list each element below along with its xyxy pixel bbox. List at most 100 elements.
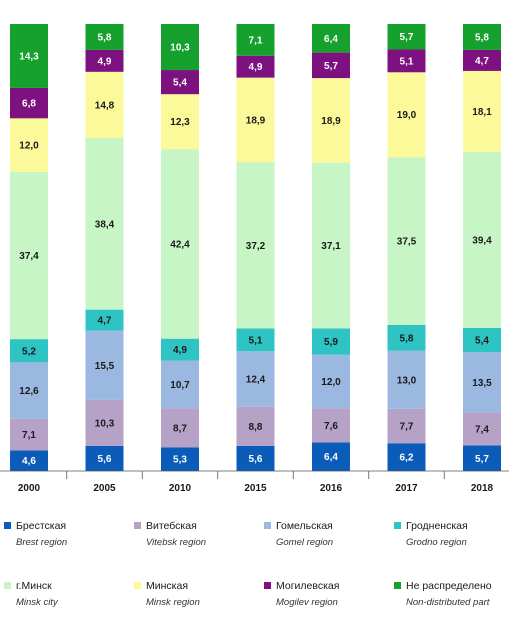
bar-segment: [161, 360, 199, 409]
legend-swatch: [394, 522, 401, 529]
data-label: 42,4: [170, 239, 190, 250]
bar-segment: [161, 70, 199, 95]
data-label: 4,7: [98, 316, 112, 327]
bar-segment: [312, 24, 350, 53]
bar-segment: [387, 49, 426, 73]
bar-segment: [312, 78, 350, 163]
data-label: 5,8: [475, 32, 489, 43]
legend-label-en: Non-distributed part: [406, 597, 490, 608]
bar-segment: [463, 24, 501, 50]
legend-label: Гродненская: [406, 520, 468, 532]
bar-segment: [463, 151, 501, 328]
bar-segment: [10, 171, 48, 340]
bar-segment: [387, 157, 426, 325]
bar-segment: [236, 77, 275, 163]
data-label: 37,1: [321, 241, 341, 252]
data-label: 5,4: [475, 336, 489, 347]
data-label: 5,7: [475, 454, 489, 465]
legend-swatch: [134, 522, 141, 529]
bar-segment: [463, 412, 501, 446]
bar-segment: [387, 324, 426, 351]
bar-segment: [312, 328, 350, 355]
data-label: 12,0: [19, 141, 39, 152]
legend-label-en: Minsk region: [146, 597, 200, 608]
bar-segment: [236, 406, 275, 446]
data-label: 13,5: [472, 378, 492, 389]
legend-label-en: Grodno region: [406, 537, 467, 548]
data-label: 14,3: [19, 51, 39, 62]
bar-segment: [85, 445, 124, 471]
data-label: 10,7: [170, 380, 190, 391]
bar-segment: [85, 137, 124, 310]
legend-label: Витебская: [146, 520, 197, 532]
data-label: 7,7: [400, 422, 414, 433]
data-label: 15,5: [95, 361, 115, 372]
data-label: 39,4: [472, 235, 492, 246]
legend-label-en: Mogilev region: [276, 597, 338, 608]
bar-segment: [463, 445, 501, 471]
data-label: 6,8: [22, 99, 36, 110]
legend: Брестская Brest region Витебская Vitebsk re…: [4, 520, 492, 608]
x-axis: 2000 2005 2010 2015 2016 2017 2018: [0, 470, 509, 494]
data-label: 7,6: [324, 421, 338, 432]
x-tick-label: 2018: [471, 483, 494, 494]
data-label: 6,4: [324, 34, 338, 45]
bar-segment: [312, 52, 350, 79]
bar-segment: [10, 362, 48, 419]
bar-segment: [387, 443, 426, 471]
data-label: 7,1: [22, 430, 36, 441]
x-tick-label: 2017: [395, 483, 418, 494]
data-label: 13,0: [397, 375, 417, 386]
bar-segment: [161, 408, 199, 448]
data-label: 5,6: [249, 454, 263, 465]
data-label: 7,1: [249, 35, 263, 46]
bars-layer: 4,6 7,1 12,6 5,2 37,4 12,0 6,8 14,3 5,6 10,3 15,5 4…: [10, 24, 501, 471]
bar-segment: [236, 162, 275, 329]
data-label: 5,1: [249, 335, 263, 346]
bar-segment: [312, 162, 350, 329]
data-label: 8,7: [173, 423, 187, 434]
legend-label-en: Vitebsk region: [146, 537, 206, 548]
bar-segment: [85, 399, 124, 446]
bar-segment: [236, 445, 275, 471]
data-label: 5,2: [22, 346, 36, 357]
data-label: 5,9: [324, 337, 338, 348]
data-label: 12,0: [321, 377, 341, 388]
bar-segment: [463, 327, 501, 353]
data-label: 4,7: [475, 56, 489, 67]
bar-segment: [10, 118, 48, 172]
data-label: 37,2: [246, 241, 266, 252]
bar-segment: [463, 352, 501, 413]
x-tick-label: 2000: [18, 483, 41, 494]
data-label: 12,6: [19, 386, 39, 397]
legend-label-en: Gomel region: [276, 537, 333, 548]
data-label: 5,4: [173, 78, 187, 89]
data-label: 5,3: [173, 455, 187, 466]
data-label: 8,8: [249, 422, 263, 433]
bar-segment: [161, 338, 199, 361]
legend-label: Гомельская: [276, 520, 333, 532]
data-label: 12,3: [170, 117, 190, 128]
legend-label: г.Минск: [16, 580, 52, 592]
data-label: 4,9: [249, 62, 263, 73]
data-label: 19,0: [397, 110, 417, 121]
bar-segment: [312, 442, 350, 471]
bar-segment: [236, 55, 275, 78]
bar-segment: [387, 350, 426, 409]
data-label: 4,6: [22, 456, 36, 467]
legend-label: Брестская: [16, 520, 66, 532]
bar-segment: [236, 328, 275, 352]
data-label: 18,1: [472, 107, 492, 118]
x-tick-label: 2010: [169, 483, 192, 494]
bar-segment: [10, 418, 48, 451]
bar-segment: [85, 49, 124, 72]
legend-label: Могилевская: [276, 580, 339, 592]
bar-segment: [463, 49, 501, 71]
bar-segment: [387, 24, 426, 50]
data-label: 4,9: [98, 56, 112, 67]
data-label: 18,9: [321, 116, 341, 127]
data-label: 10,3: [170, 43, 190, 54]
data-label: 37,5: [397, 237, 417, 248]
data-label: 5,8: [400, 333, 414, 344]
